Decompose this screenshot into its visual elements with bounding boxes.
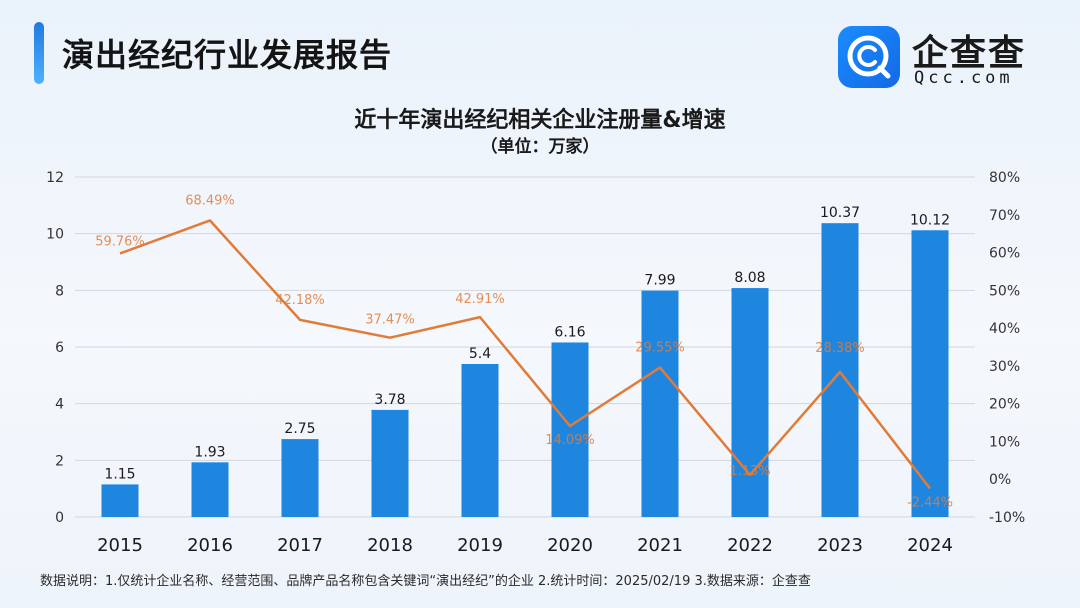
- logo-name: 企查查: [912, 33, 1027, 74]
- qcc-logo-icon: [838, 26, 900, 88]
- x-tick-label: 2018: [367, 535, 413, 556]
- y-right-tick-label: -10%: [989, 510, 1025, 526]
- x-tick-label: 2021: [637, 535, 683, 556]
- y-left-tick-label: 0: [55, 510, 64, 526]
- y-right-tick-label: 60%: [989, 246, 1020, 262]
- bar: [281, 439, 319, 517]
- growth-rate-label: 1.13%: [729, 464, 770, 479]
- growth-rate-label: -2.44%: [907, 495, 953, 510]
- growth-rate-label: 42.18%: [275, 293, 325, 308]
- chart-title: 近十年演出经纪相关企业注册量&增速: [354, 108, 726, 133]
- bar: [911, 230, 949, 517]
- x-tick-label: 2020: [547, 535, 593, 556]
- bar-value-label: 7.99: [644, 273, 675, 289]
- y-right-tick-label: 40%: [989, 321, 1020, 337]
- bar: [551, 342, 589, 517]
- chart-subtitle: （单位：万家）: [480, 137, 600, 157]
- bar-value-label: 10.37: [820, 205, 860, 221]
- bar-value-label: 2.75: [284, 421, 315, 437]
- bar: [731, 288, 769, 517]
- x-tick-label: 2024: [907, 535, 953, 556]
- logo-domain: Qcc.com: [914, 68, 1014, 88]
- y-right-tick-label: 30%: [989, 359, 1020, 375]
- y-right-tick-label: 0%: [989, 472, 1011, 488]
- bar-value-label: 5.4: [469, 346, 491, 362]
- footnote: 数据说明：1.仅统计企业名称、经营范围、品牌产品名称包含关键词“演出经纪”的企业…: [40, 574, 811, 589]
- x-tick-label: 2022: [727, 535, 773, 556]
- bar: [821, 223, 859, 517]
- growth-rate-line: [119, 219, 931, 490]
- y-right-tick-label: 20%: [989, 397, 1020, 413]
- growth-rate-label: 42.91%: [455, 292, 505, 307]
- x-tick-label: 2017: [277, 535, 323, 556]
- growth-rate-label: 28.38%: [815, 341, 865, 356]
- y-right-tick-label: 70%: [989, 208, 1020, 224]
- bar: [101, 484, 139, 517]
- qcc-logo: 企查查 Qcc.com: [838, 24, 1068, 90]
- y-left-tick-label: 2: [55, 453, 64, 469]
- bar-value-label: 8.08: [734, 270, 765, 286]
- page-title: 演出经纪行业发展报告: [62, 36, 393, 74]
- y-left-tick-label: 6: [55, 340, 64, 356]
- bar-value-label: 1.15: [104, 466, 135, 482]
- bar-value-label: 10.12: [910, 212, 950, 228]
- bar: [461, 364, 499, 517]
- bar: [371, 409, 409, 517]
- growth-rate-label: 37.47%: [365, 313, 415, 328]
- bar-value-label: 6.16: [554, 324, 585, 340]
- bar: [641, 290, 679, 517]
- bar-value-label: 3.78: [374, 392, 405, 408]
- bar: [191, 462, 229, 517]
- y-right-tick-label: 50%: [989, 283, 1020, 299]
- x-tick-label: 2016: [187, 535, 233, 556]
- y-left-tick-label: 12: [46, 170, 64, 186]
- y-left-tick-label: 4: [55, 397, 64, 413]
- x-tick-label: 2015: [97, 535, 143, 556]
- x-tick-label: 2019: [457, 535, 503, 556]
- y-right-tick-label: 80%: [989, 170, 1020, 186]
- header-accent-bar: [34, 22, 44, 84]
- y-right-tick-label: 10%: [989, 434, 1020, 450]
- growth-rate-label: 29.55%: [635, 341, 685, 356]
- y-left-tick-label: 8: [55, 283, 64, 299]
- bar-value-label: 1.93: [194, 444, 225, 460]
- growth-rate-label: 68.49%: [185, 193, 235, 208]
- growth-rate-label: 14.09%: [545, 433, 595, 448]
- y-left-tick-label: 10: [46, 227, 64, 243]
- growth-rate-label: 59.76%: [95, 234, 145, 249]
- x-tick-label: 2023: [817, 535, 863, 556]
